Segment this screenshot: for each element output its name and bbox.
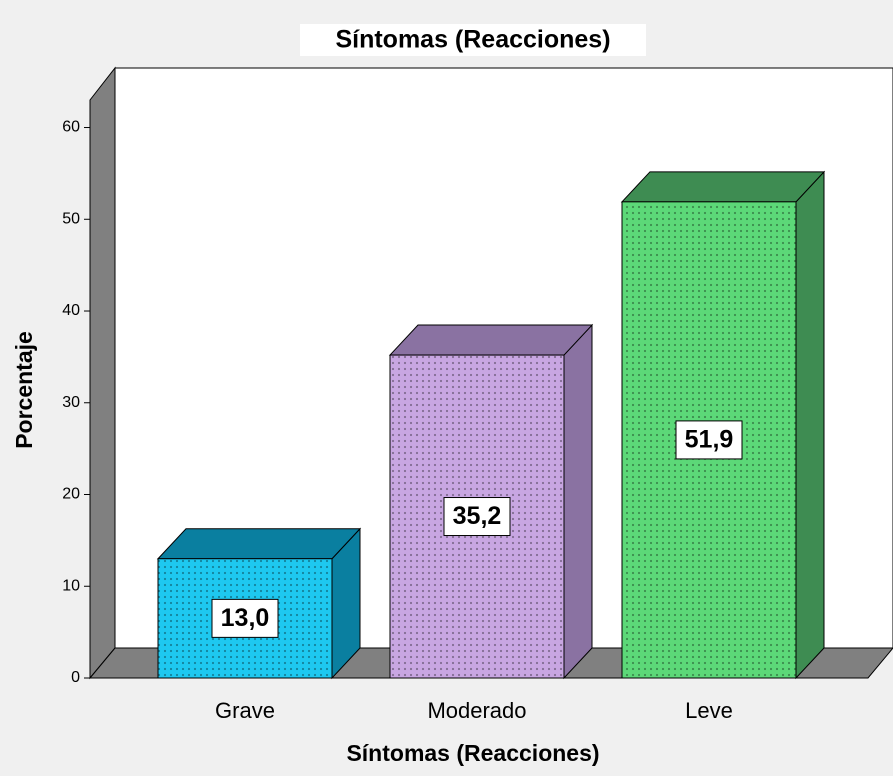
y-tick-label: 20 [62, 486, 80, 503]
x-tick-label: Leve [685, 698, 733, 723]
bar-top [388, 324, 594, 356]
value-label: 13,0 [221, 604, 270, 632]
value-label: 35,2 [453, 502, 502, 530]
left-wall [89, 66, 116, 680]
value-label-box [675, 420, 743, 460]
bar-top [620, 171, 826, 203]
x-axis-label: Síntomas (Reacciones) [346, 740, 599, 766]
y-tick-label: 60 [62, 119, 80, 136]
x-tick-label: Moderado [427, 698, 526, 723]
title-box [300, 24, 646, 56]
bar-top [156, 528, 362, 560]
y-tick-label: 50 [62, 210, 80, 227]
y-tick-label: 30 [62, 394, 80, 411]
chart-title: Síntomas (Reacciones) [335, 26, 610, 54]
y-tick-label: 40 [62, 302, 80, 319]
value-label: 51,9 [685, 426, 734, 454]
value-label-box [211, 598, 279, 638]
x-tick-label: Grave [215, 698, 275, 723]
y-tick-label: 10 [62, 577, 80, 594]
y-tick-label: 0 [71, 669, 80, 686]
value-label-box [443, 497, 511, 537]
bar-side [563, 323, 593, 680]
y-axis-label: Porcentaje [11, 331, 37, 449]
bar-side [795, 170, 825, 680]
